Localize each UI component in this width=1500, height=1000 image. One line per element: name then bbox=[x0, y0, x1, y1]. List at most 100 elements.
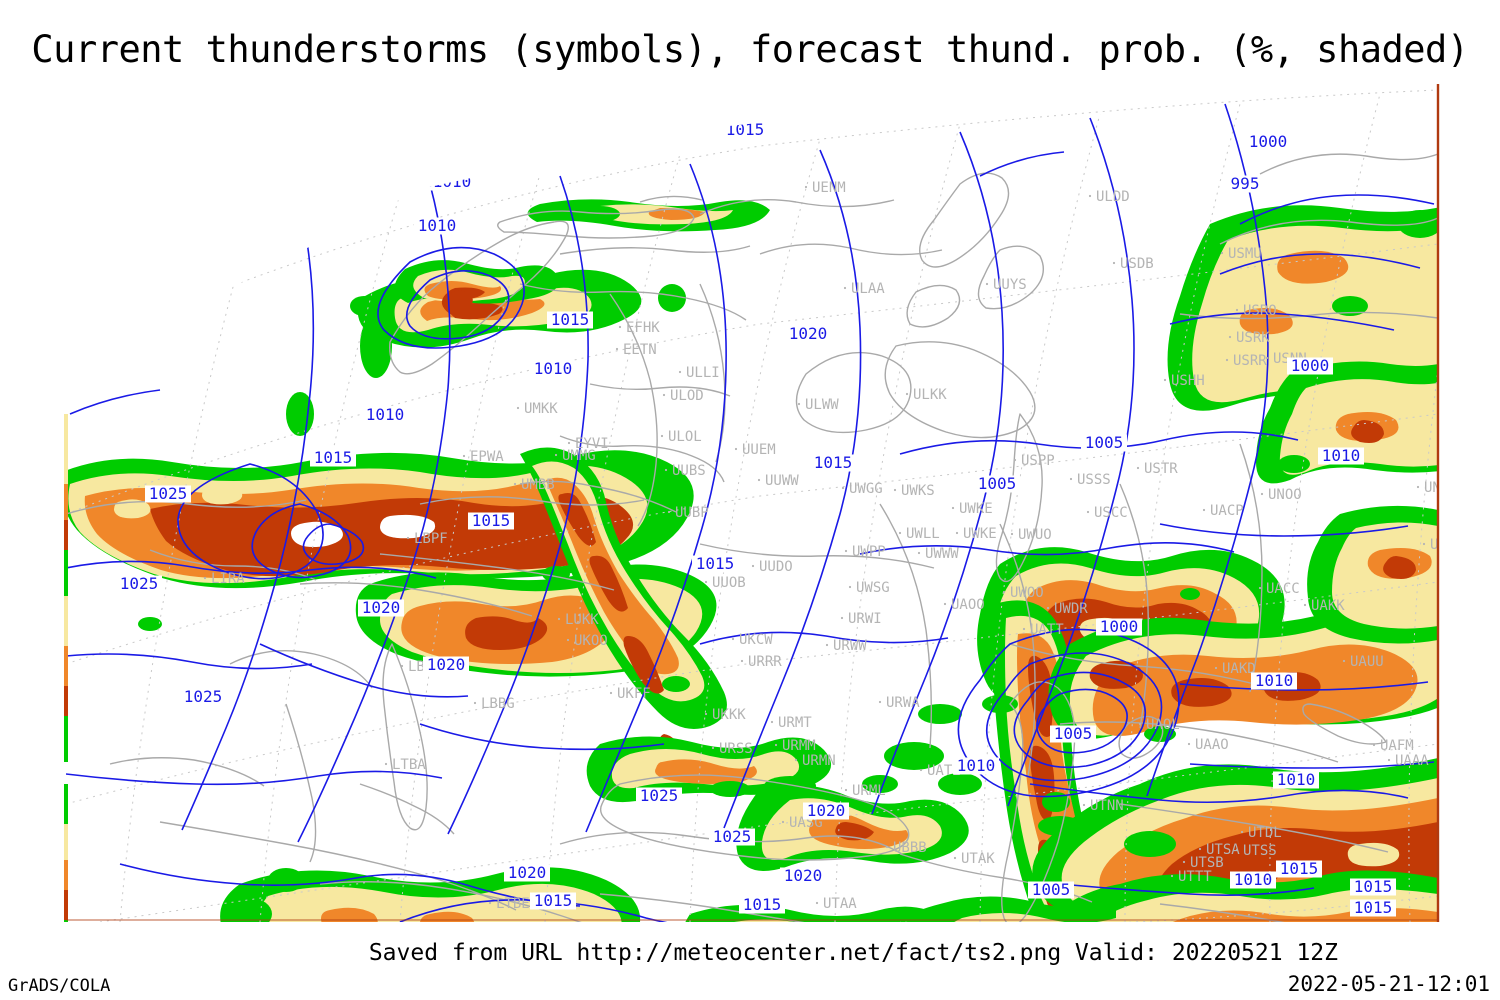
station-code: UTSS bbox=[1243, 843, 1277, 859]
station-label: LUKK bbox=[557, 612, 599, 628]
station-label: UTSA bbox=[1198, 842, 1240, 858]
station-label: USSS bbox=[1069, 472, 1111, 488]
station-label: UAFM bbox=[1372, 738, 1414, 754]
station-code: EYVI bbox=[575, 436, 609, 452]
station-code: UBBB bbox=[893, 840, 927, 856]
station-label: UTTT bbox=[1170, 869, 1212, 885]
station-label: UAAA bbox=[1387, 753, 1429, 769]
station-code: USPP bbox=[1021, 453, 1055, 469]
station-code: USRO bbox=[1243, 303, 1277, 319]
station-label: USTR bbox=[1136, 461, 1178, 477]
station-label: UTAA bbox=[815, 896, 857, 912]
station-code: ULAA bbox=[851, 281, 885, 297]
isobar-value: 1010 bbox=[534, 359, 573, 378]
shade-blob-southeast-lower bbox=[1037, 870, 1438, 922]
station-code: ULKK bbox=[913, 387, 947, 403]
station-label: UUBS bbox=[664, 463, 706, 479]
station-code: UMKK bbox=[524, 401, 558, 417]
station-label: UTAK bbox=[953, 851, 995, 867]
footer-timestamp: 2022-05-21-12:01 bbox=[1287, 972, 1490, 996]
station-code: UWSG bbox=[856, 580, 890, 596]
station-code: USRR bbox=[1233, 353, 1267, 369]
isobar-value: 1010 bbox=[1255, 671, 1294, 690]
station-code: UUBS bbox=[672, 463, 706, 479]
station-code: UACP bbox=[1210, 503, 1244, 519]
isobar-label: 1010 bbox=[1273, 770, 1319, 789]
station-code: URWA bbox=[886, 695, 920, 711]
isobar-value: 1015 bbox=[726, 120, 765, 139]
station-label: UBBB bbox=[885, 840, 927, 856]
station-code: UUWW bbox=[765, 473, 799, 489]
station-code: UTAK bbox=[961, 851, 995, 867]
isobar-value: 1010 bbox=[1322, 446, 1361, 465]
isobar-value: 1025 bbox=[640, 786, 679, 805]
isobar-value: 1025 bbox=[713, 827, 752, 846]
isobar-value: 1010 bbox=[957, 756, 996, 775]
weather-map: UENM ULDD ULAA UUYS USDB USMU EFHK EETN ULLI USRO… bbox=[0, 84, 1500, 922]
isobar-label: 1025 bbox=[116, 574, 162, 593]
isobar-label: 1000 bbox=[1287, 356, 1333, 375]
isobar-label: 1015 bbox=[722, 120, 768, 139]
station-label: LIRA bbox=[203, 571, 245, 587]
isobar-value: 1000 bbox=[1100, 617, 1139, 636]
station-code: URMT bbox=[778, 715, 812, 731]
isobar-value: 1020 bbox=[508, 863, 547, 882]
station-code: UUEM bbox=[742, 442, 776, 458]
station-label: USRR bbox=[1225, 353, 1267, 369]
isobar-label: 1025 bbox=[709, 827, 755, 846]
station-code: UTSA bbox=[1206, 842, 1240, 858]
station-label: UAAO bbox=[1187, 737, 1229, 753]
station-code: UAOO bbox=[951, 597, 985, 613]
isobar-value: 1015 bbox=[1354, 877, 1393, 896]
shade-blob-dnieper-band bbox=[520, 447, 727, 789]
station-code: LTBE bbox=[496, 896, 530, 912]
station-label: URWW bbox=[825, 638, 867, 654]
shade-scatter-patches bbox=[138, 206, 1438, 922]
station-code: UTNN bbox=[1090, 798, 1124, 814]
station-label: UENM bbox=[804, 180, 846, 196]
station-label: URWI bbox=[840, 611, 882, 627]
station-code: LTBA bbox=[392, 757, 426, 773]
isobar-value: 1020 bbox=[427, 655, 466, 674]
station-code: UWOO bbox=[1010, 585, 1044, 601]
station-label: URRR bbox=[740, 654, 782, 670]
station-label: UACP bbox=[1202, 503, 1244, 519]
station-label: UUOB bbox=[704, 575, 746, 591]
isobar-value: 1015 bbox=[814, 453, 853, 472]
station-code: UAUU bbox=[1350, 654, 1384, 670]
station-label: USRO bbox=[1235, 303, 1277, 319]
station-code: URWI bbox=[848, 611, 882, 627]
isobar-value: 1015 bbox=[551, 310, 590, 329]
isobar-value: 1025 bbox=[149, 484, 188, 503]
isobar-label: 1010 bbox=[1318, 446, 1364, 465]
station-code: UUYS bbox=[993, 277, 1027, 293]
station-code: UKCW bbox=[739, 632, 773, 648]
isobar-label: 1015 bbox=[547, 310, 593, 329]
station-label: ULWW bbox=[797, 397, 839, 413]
isobar-label: 1010 bbox=[414, 216, 460, 235]
station-code: UUBP bbox=[675, 505, 709, 521]
station-code: UUOB bbox=[712, 575, 746, 591]
station-code: EETN bbox=[623, 342, 657, 358]
isobar-label: 1005 bbox=[1028, 880, 1074, 899]
footer-source-url: Saved from URL http://meteocenter.net/fa… bbox=[368, 940, 1062, 966]
isobar-label: 1020 bbox=[785, 324, 831, 343]
isobar-label: 1010 bbox=[530, 359, 576, 378]
station-code: ULLI bbox=[686, 365, 720, 381]
station-label: UAOL bbox=[1138, 717, 1180, 733]
isobar-label: 1015 bbox=[810, 453, 856, 472]
probability-shading bbox=[66, 199, 1438, 922]
isobar-value: 1015 bbox=[696, 554, 735, 573]
station-code: USCC bbox=[1094, 505, 1128, 521]
isobar-label: 1010 bbox=[1230, 870, 1276, 889]
isobar-value: 1010 bbox=[1234, 870, 1273, 889]
isobar-label: 1025 bbox=[180, 687, 226, 706]
isobar-value: 1020 bbox=[807, 801, 846, 820]
station-label: UUBP bbox=[667, 505, 709, 521]
isobar-value: 1000 bbox=[1291, 356, 1330, 375]
isobar-label: 1005 bbox=[1050, 724, 1096, 743]
station-label: UUYS bbox=[985, 277, 1027, 293]
station-label: UTNN bbox=[1082, 798, 1124, 814]
station-code: UAAA bbox=[1395, 753, 1429, 769]
station-label: UAUU bbox=[1342, 654, 1384, 670]
